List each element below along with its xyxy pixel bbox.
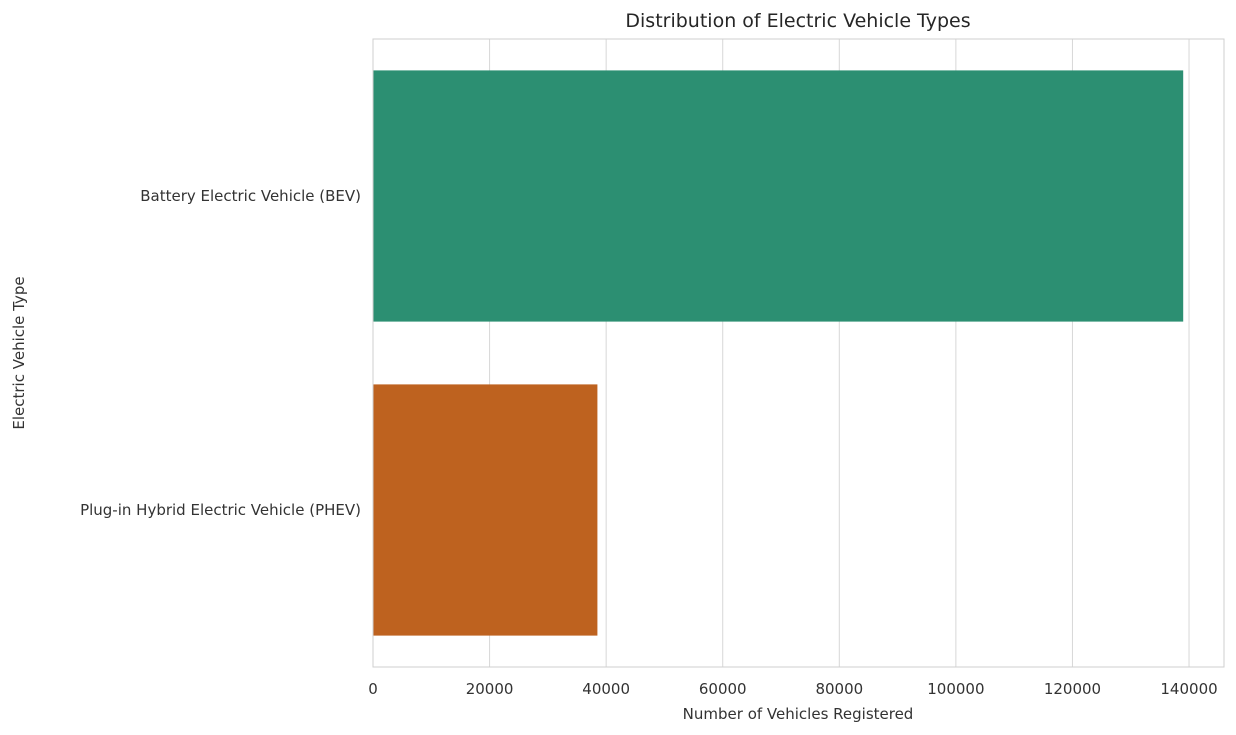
- x-tick-label: 80000: [815, 680, 863, 698]
- x-tick-label: 120000: [1044, 680, 1101, 698]
- x-tick-label: 40000: [582, 680, 630, 698]
- x-tick-label: 60000: [699, 680, 747, 698]
- x-axis-label: Number of Vehicles Registered: [683, 705, 914, 723]
- x-tick-label: 20000: [466, 680, 514, 698]
- bar: [373, 70, 1184, 322]
- y-tick-label: Plug-in Hybrid Electric Vehicle (PHEV): [80, 501, 361, 519]
- plot-frame: [372, 38, 1225, 668]
- x-tick-label: 100000: [927, 680, 984, 698]
- bars: [373, 70, 1184, 636]
- y-tick-labels: Battery Electric Vehicle (BEV) Plug-in Hy…: [80, 187, 361, 519]
- bar: [373, 384, 598, 636]
- y-axis-label: Electric Vehicle Type: [10, 276, 28, 429]
- x-tick-label: 140000: [1160, 680, 1217, 698]
- y-tick-label: Battery Electric Vehicle (BEV): [140, 187, 361, 205]
- x-tick-label: 0: [368, 680, 378, 698]
- x-tick-labels: 0 20000 40000 60000 80000 100000 120000 140000: [368, 680, 1217, 698]
- chart-title: Distribution of Electric Vehicle Types: [625, 10, 970, 32]
